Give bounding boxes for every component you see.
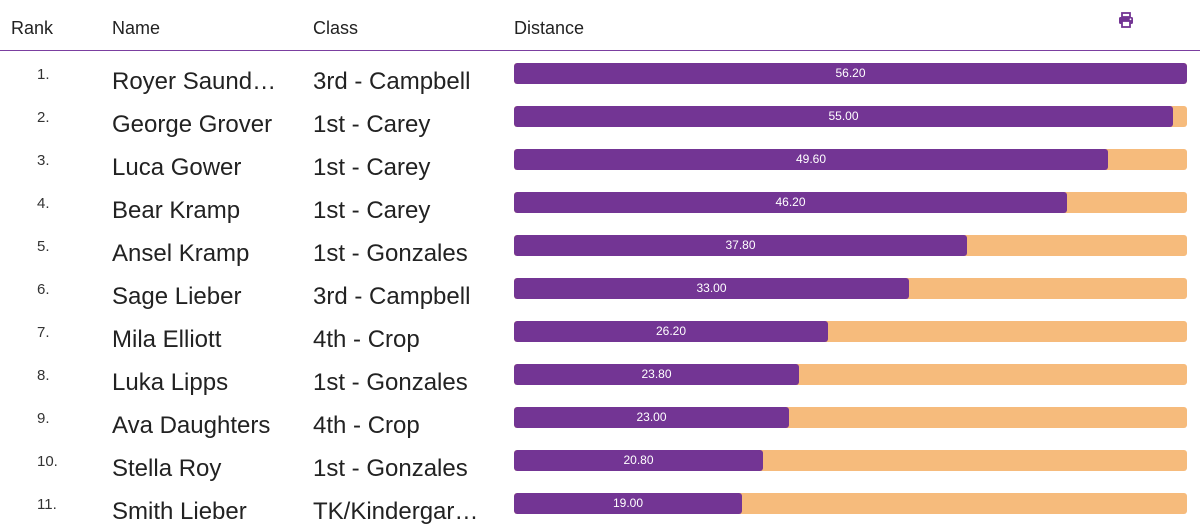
class-cell: 3rd - Campbell <box>313 68 471 95</box>
printer-icon <box>1119 12 1133 28</box>
distance-bar-fill <box>514 321 828 342</box>
distance-bar-fill <box>514 278 909 299</box>
rank-cell: 6. <box>37 281 50 298</box>
name-cell: Ava Daughters <box>112 412 271 439</box>
distance-bar: 37.80 <box>514 235 1187 256</box>
name-cell: George Grover <box>112 111 273 138</box>
distance-bar: 49.60 <box>514 149 1187 170</box>
distance-value: 46.20 <box>775 195 806 209</box>
leaderboard-header: Rank Name Class Distance <box>0 0 1200 51</box>
distance-value: 23.00 <box>636 410 667 424</box>
distance-value: 56.20 <box>835 66 866 80</box>
table-row[interactable]: 10. Stella Roy 1st - Gonzales 20.80 <box>0 439 1200 482</box>
name-cell: Ansel Kramp <box>112 240 250 267</box>
rank-cell: 7. <box>37 324 50 341</box>
distance-value: 33.00 <box>696 281 727 295</box>
distance-value: 26.20 <box>655 324 687 338</box>
name-cell: Royer Saund… <box>112 68 277 95</box>
distance-bar: 55.00 <box>514 106 1187 127</box>
class-cell: 1st - Gonzales <box>313 455 468 482</box>
name-cell: Bear Kramp <box>112 197 241 224</box>
distance-bar: 23.80 <box>514 364 1187 385</box>
rank-cell: 10. <box>37 453 58 470</box>
distance-bar-fill <box>514 149 1108 170</box>
table-row[interactable]: 11. Smith Lieber TK/Kindergar… 19.00 <box>0 482 1200 525</box>
distance-value: 55.00 <box>828 109 859 123</box>
distance-value: 37.80 <box>725 238 756 252</box>
class-cell: 4th - Crop <box>313 412 420 439</box>
rank-cell: 5. <box>37 238 50 255</box>
rank-cell: 9. <box>37 410 50 427</box>
distance-value: 49.60 <box>795 152 827 166</box>
distance-value: 20.80 <box>623 453 654 467</box>
name-cell: Luca Gower <box>112 154 242 181</box>
name-cell: Stella Roy <box>112 455 222 482</box>
class-cell: 3rd - Campbell <box>313 283 471 310</box>
table-row[interactable]: 5. Ansel Kramp 1st - Gonzales 37.80 <box>0 224 1200 267</box>
distance-value: 19.00 <box>612 496 644 510</box>
distance-bar-fill <box>514 235 967 256</box>
table-row[interactable]: 6. Sage Lieber 3rd - Campbell 33.00 <box>0 267 1200 310</box>
rank-cell: 2. <box>37 109 50 126</box>
column-header-distance[interactable]: Distance <box>514 18 585 38</box>
name-cell: Mila Elliott <box>112 326 222 353</box>
distance-bar-fill <box>514 493 742 514</box>
column-header-rank[interactable]: Rank <box>11 18 54 38</box>
name-cell: Sage Lieber <box>112 283 242 310</box>
table-row[interactable]: 7. Mila Elliott 4th - Crop 26.20 <box>0 310 1200 353</box>
distance-bar-fill <box>514 450 763 471</box>
column-header-name[interactable]: Name <box>112 18 161 38</box>
distance-bar: 20.80 <box>514 450 1187 471</box>
rank-cell: 4. <box>37 195 50 212</box>
distance-bar: 46.20 <box>514 192 1187 213</box>
column-header-class[interactable]: Class <box>313 18 359 38</box>
class-cell: 1st - Carey <box>313 154 431 181</box>
print-button[interactable] <box>1117 11 1135 29</box>
class-cell: 1st - Gonzales <box>313 240 468 267</box>
distance-bar-fill <box>514 106 1173 127</box>
table-row[interactable]: 2. George Grover 1st - Carey 55.00 <box>0 95 1200 138</box>
distance-bar-fill <box>514 364 799 385</box>
rank-cell: 8. <box>37 367 50 384</box>
rank-cell: 11. <box>37 496 57 513</box>
distance-bar-fill <box>514 192 1067 213</box>
distance-bar: 56.20 <box>514 63 1187 84</box>
table-row[interactable]: 1. Royer Saund… 3rd - Campbell 56.20 <box>0 52 1200 95</box>
class-cell: 1st - Carey <box>313 111 431 138</box>
distance-bar: 33.00 <box>514 278 1187 299</box>
class-cell: 1st - Gonzales <box>313 369 468 396</box>
name-cell: Luka Lipps <box>112 369 229 396</box>
distance-bar: 23.00 <box>514 407 1187 428</box>
table-row[interactable]: 4. Bear Kramp 1st - Carey 46.20 <box>0 181 1200 224</box>
table-row[interactable]: 9. Ava Daughters 4th - Crop 23.00 <box>0 396 1200 439</box>
distance-bar: 19.00 <box>514 493 1187 514</box>
distance-bar-fill <box>514 407 789 428</box>
rank-cell: 1. <box>37 66 50 83</box>
rank-cell: 3. <box>37 152 50 169</box>
leaderboard-rows: 1. Royer Saund… 3rd - Campbell 56.20 2. Georg… <box>0 52 1200 525</box>
distance-value: 23.80 <box>641 367 672 381</box>
distance-bar-fill <box>514 63 1187 84</box>
table-row[interactable]: 3. Luca Gower 1st - Carey 49.60 <box>0 138 1200 181</box>
class-cell: TK/Kindergar… <box>313 498 479 525</box>
distance-bar: 26.20 <box>514 321 1187 342</box>
table-row[interactable]: 8. Luka Lipps 1st - Gonzales 23.80 <box>0 353 1200 396</box>
class-cell: 1st - Carey <box>313 197 431 224</box>
name-cell: Smith Lieber <box>112 498 247 525</box>
class-cell: 4th - Crop <box>313 326 420 353</box>
